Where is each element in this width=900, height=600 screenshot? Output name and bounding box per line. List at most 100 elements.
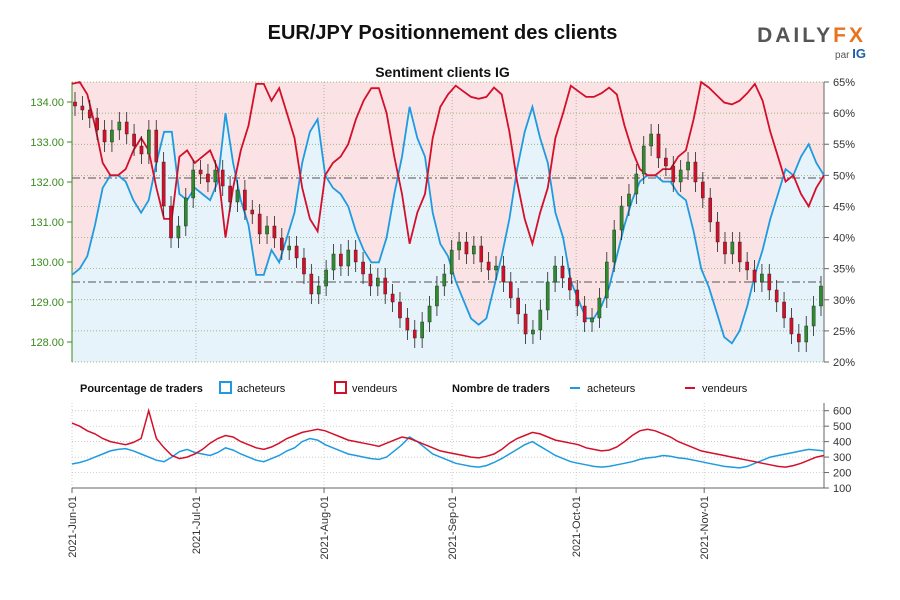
candle: [590, 308, 594, 332]
candle-body: [442, 273, 447, 287]
date-tick-label: 2021-Aug-01: [319, 496, 331, 560]
candle: [257, 204, 262, 244]
candle-body: [479, 245, 484, 263]
candle-body: [302, 257, 306, 275]
candle: [280, 228, 284, 260]
candle-body: [87, 109, 92, 119]
logo-brand: IG: [852, 46, 866, 61]
candle: [95, 108, 99, 140]
candle-body: [723, 241, 727, 255]
candle: [457, 232, 461, 260]
candle-body: [324, 269, 328, 287]
candle: [250, 200, 255, 224]
candle-body: [590, 317, 594, 323]
candle-body: [405, 317, 410, 331]
candle: [782, 292, 786, 328]
candle: [605, 252, 609, 308]
candle-body: [678, 169, 683, 183]
candle-body: [294, 245, 299, 259]
candle-body: [235, 189, 240, 203]
candle: [472, 236, 476, 264]
percent-axis: 65% 60% 55% 50% 45% 40% 35% 30% 25% 20%: [824, 77, 855, 369]
candle-body: [228, 185, 232, 203]
candle: [309, 264, 314, 304]
candle-body: [457, 241, 461, 251]
candle-body: [575, 289, 580, 307]
count-tick-label: 300: [833, 452, 851, 464]
candle: [390, 284, 395, 312]
candle-body: [287, 245, 291, 251]
candle: [538, 300, 543, 340]
candle-body: [745, 261, 749, 271]
candle: [597, 288, 602, 328]
candle: [176, 216, 181, 248]
candle-body: [420, 321, 424, 339]
candle: [87, 100, 92, 128]
candle-body: [117, 121, 122, 131]
candle-body: [95, 117, 99, 131]
candle: [693, 152, 698, 192]
logo-sub: par: [835, 50, 850, 61]
candle: [235, 180, 240, 212]
candle: [612, 220, 616, 272]
candle: [789, 308, 794, 344]
candle: [412, 320, 417, 348]
percent-tick-label: 45%: [833, 201, 855, 213]
price-tick-label: 132.00: [30, 177, 64, 189]
candle: [213, 160, 218, 192]
candle: [206, 164, 210, 192]
candle-body: [257, 213, 262, 235]
candle-body: [671, 165, 676, 183]
candle: [627, 184, 631, 216]
candle: [649, 124, 653, 156]
candle: [560, 256, 565, 288]
count-tick-label: 400: [833, 437, 851, 449]
candle: [553, 256, 557, 292]
candle-body: [132, 133, 136, 147]
candle: [73, 92, 77, 116]
candle: [774, 280, 779, 312]
price-tick-label: 128.00: [30, 337, 64, 349]
date-tick-label: 2021-Sep-01: [447, 496, 459, 560]
candle-body: [819, 285, 823, 307]
candle-body: [368, 273, 373, 287]
candle-body: [346, 249, 351, 267]
candle-body: [634, 173, 639, 195]
candle: [228, 176, 232, 212]
candle-body: [538, 309, 543, 331]
candle-body: [250, 209, 255, 215]
logo-wordmark: DAILYFX: [757, 24, 866, 48]
logo-text: DAILY: [757, 24, 834, 47]
candle-body: [213, 169, 218, 183]
candle: [752, 260, 757, 292]
candle-body: [811, 305, 816, 327]
page-title: EUR/JPY Positionnement des clients: [267, 22, 618, 44]
candle: [767, 264, 772, 300]
percent-tick-label: 25%: [833, 326, 855, 338]
candle-body: [494, 265, 498, 271]
candle-body: [220, 169, 225, 187]
candle-body: [464, 241, 469, 255]
candle: [819, 276, 823, 316]
candle-body: [169, 205, 173, 239]
candle-body: [582, 305, 587, 323]
candle: [154, 120, 159, 172]
candle-body: [752, 269, 757, 283]
date-axis: 2021-Jun-01 2021-Jul-01 2021-Aug-01 2021-Se…: [67, 488, 711, 560]
candle-body: [435, 285, 439, 307]
logo-byline: par IG: [835, 46, 866, 61]
candle: [575, 280, 580, 316]
candle: [316, 276, 321, 304]
candle-body: [390, 293, 395, 303]
candle-body: [523, 313, 528, 335]
candle: [723, 232, 727, 264]
price-tick-label: 129.00: [30, 297, 64, 309]
candle-body: [730, 241, 735, 255]
candle: [220, 160, 225, 196]
candle: [331, 244, 336, 280]
candle-body: [110, 129, 114, 143]
candle-body: [80, 105, 85, 111]
candle-body: [398, 301, 402, 319]
candle-body: [183, 197, 188, 227]
